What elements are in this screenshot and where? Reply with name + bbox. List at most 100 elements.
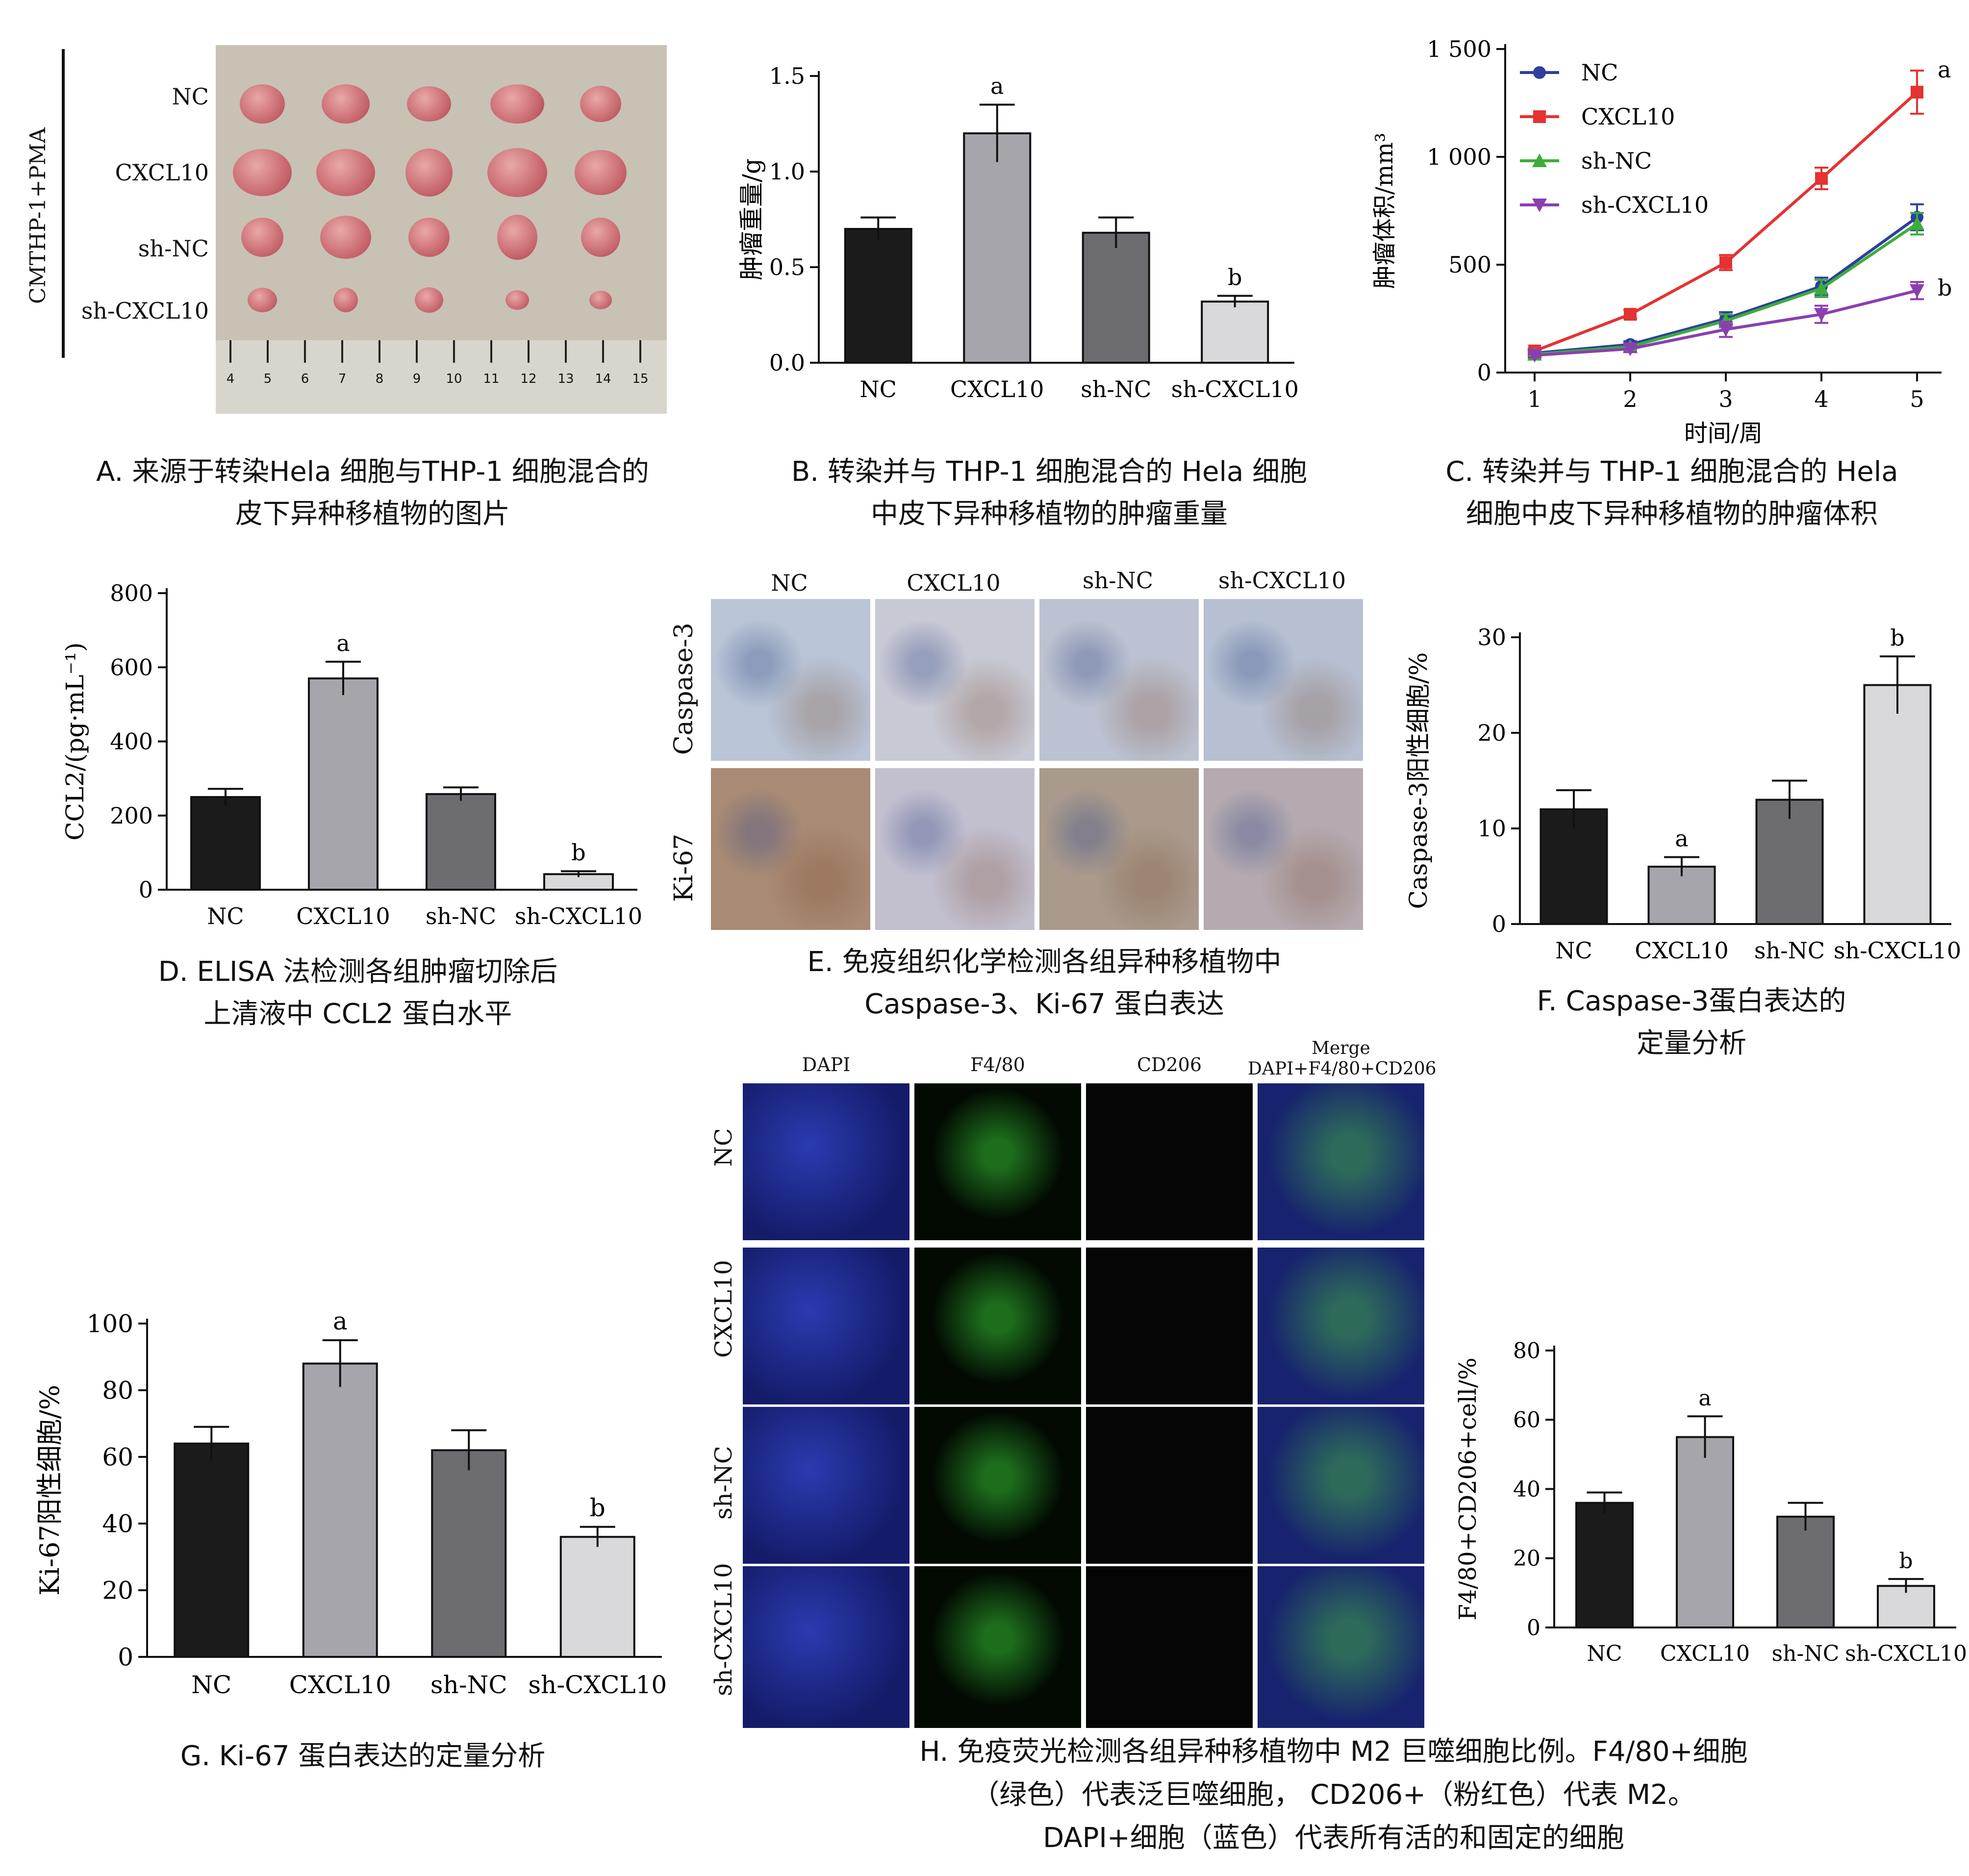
- tumor: [240, 84, 285, 124]
- tumor: [316, 149, 375, 196]
- chart-g: 0 20 40 60 80 100 Ki-67阳性细胞/% NC a CXCL10 sh-NC b sh…: [34, 1307, 667, 1699]
- panel-e-col-label: CXCL10: [907, 570, 1001, 596]
- ruler-number: 10: [446, 372, 462, 386]
- x-tick-label: NC: [1555, 937, 1592, 964]
- y-tick-label: 0: [118, 1643, 133, 1672]
- x-tick-label: sh-CXCL10: [515, 903, 642, 929]
- y-tick-label: 20: [102, 1576, 133, 1605]
- x-tick-label: CXCL10: [289, 1671, 391, 1699]
- tumor: [487, 148, 547, 197]
- x-tick-label: 2: [1623, 386, 1637, 412]
- data-point: [1911, 86, 1923, 99]
- ihc-image: [711, 599, 870, 761]
- if-image: [914, 1566, 1081, 1728]
- data-point: [1718, 323, 1733, 337]
- ruler-number: 9: [412, 372, 421, 386]
- tumor: [575, 150, 627, 195]
- y-tick-label: 0: [1477, 359, 1491, 386]
- x-tick-label: sh-CXCL10: [1834, 937, 1961, 964]
- ruler-tick: [341, 340, 343, 363]
- ruler-number: 7: [338, 372, 347, 386]
- x-tick-label: sh-NC: [430, 1671, 507, 1699]
- panel-h-row-label: NC: [710, 1128, 737, 1167]
- significance-label: b: [1890, 625, 1904, 651]
- tumor: [333, 288, 358, 312]
- caption-e: E. 免疫组织化学检测各组异种移植物中 Caspase-3、Ki-67 蛋白表达: [807, 946, 1282, 1020]
- x-tick-label: CXCL10: [1660, 1641, 1750, 1666]
- x-tick-label: CXCL10: [296, 903, 390, 929]
- tumor: [407, 86, 451, 122]
- y-tick-label: 0.0: [769, 350, 805, 376]
- significance-label: a: [990, 73, 1004, 100]
- legend-label: sh-CXCL10: [1581, 192, 1709, 218]
- if-image: [1086, 1566, 1253, 1728]
- ihc-image: [1039, 768, 1199, 930]
- bar: [1755, 799, 1824, 925]
- tumor: [505, 290, 529, 310]
- if-image: [1258, 1566, 1424, 1728]
- tumor: [322, 84, 370, 124]
- x-tick-label: sh-NC: [1772, 1641, 1840, 1666]
- significance-label: a: [1698, 1386, 1711, 1411]
- ruler-number: 15: [632, 372, 649, 386]
- x-tick-label: 4: [1814, 386, 1828, 412]
- panel-h-row-label: sh-CXCL10: [710, 1563, 737, 1697]
- x-tick-label: NC: [207, 903, 244, 929]
- significance-label: a: [336, 630, 350, 656]
- panel-e-col-label: sh-NC: [1082, 567, 1154, 594]
- bar: [308, 677, 379, 891]
- panel-e-row-label: Ki-67: [669, 833, 699, 902]
- if-image: [1258, 1407, 1424, 1564]
- panel-h-col-label: F4/80: [970, 1054, 1025, 1076]
- x-tick-label: CXCL10: [950, 376, 1044, 402]
- tumor: [248, 288, 277, 312]
- panel-a-row-label: NC: [172, 83, 209, 110]
- chart-h: 0 20 40 60 80 F4/80+CD206+cell/% NC a CXCL10 sh-N…: [1454, 1338, 1966, 1666]
- if-image: [743, 1248, 909, 1404]
- if-image: [743, 1083, 909, 1240]
- legend-label: NC: [1581, 59, 1618, 86]
- bar: [963, 132, 1032, 364]
- x-tick-label: sh-NC: [1754, 937, 1825, 964]
- tumor: [490, 84, 544, 124]
- significance-label: a: [1675, 825, 1688, 852]
- ruler-number: 8: [375, 372, 384, 386]
- y-tick-label: 0: [139, 876, 153, 903]
- x-tick-label: 3: [1718, 386, 1733, 412]
- if-image: [914, 1407, 1081, 1564]
- data-point: [1814, 308, 1829, 322]
- chart-d: 0 200 400 600 800 CCL2/(pg·mL⁻¹) NC a CXCL10 sh-N…: [61, 580, 642, 929]
- caption-a: A. 来源于转染Hela 细胞与THP-1 细胞混合的 皮下异种移植物的图片: [96, 456, 649, 530]
- y-tick-label: 200: [110, 802, 153, 829]
- y-axis-label: Ki-67阳性细胞/%: [34, 1385, 65, 1596]
- if-image: [1086, 1248, 1253, 1404]
- caption-g: G. Ki-67 蛋白表达的定量分析: [180, 1740, 546, 1772]
- significance-label: b: [1228, 264, 1242, 291]
- tumor: [580, 86, 621, 122]
- panel-e-col-label: sh-CXCL10: [1218, 567, 1346, 594]
- tumor: [405, 149, 453, 197]
- data-point: [1814, 281, 1829, 295]
- data-point: [1532, 199, 1547, 212]
- data-point: [1533, 66, 1546, 79]
- bar: [431, 1449, 507, 1658]
- ruler-number: 4: [226, 372, 235, 386]
- y-tick-label: 40: [102, 1510, 133, 1538]
- y-tick-label: 0: [1527, 1615, 1540, 1640]
- data-point: [1815, 172, 1828, 185]
- ruler-tick: [639, 340, 641, 363]
- y-tick-label: 0.5: [769, 254, 805, 280]
- bar: [559, 1536, 635, 1658]
- tumor: [233, 149, 292, 196]
- data-point: [1532, 153, 1547, 167]
- significance-label: b: [1938, 275, 1952, 301]
- ruler-tick: [565, 340, 567, 363]
- chart-b: 0.0 0.5 1.0 1.5 肿瘤重量/g NC a CXCL10 sh-NC b sh-CXCL…: [737, 63, 1299, 402]
- y-tick-label: 60: [1513, 1408, 1540, 1433]
- significance-label: b: [1899, 1549, 1913, 1574]
- tumor: [581, 218, 620, 257]
- caption-c: C. 转染并与 THP-1 细胞混合的 Hela 细胞中皮下异种移植物的肿瘤体积: [1445, 456, 1898, 530]
- data-point: [1533, 110, 1546, 123]
- if-image: [1086, 1083, 1253, 1240]
- tumor-photo: 4 5 6 7 8 9 10 11 12 13 14 15: [216, 45, 667, 414]
